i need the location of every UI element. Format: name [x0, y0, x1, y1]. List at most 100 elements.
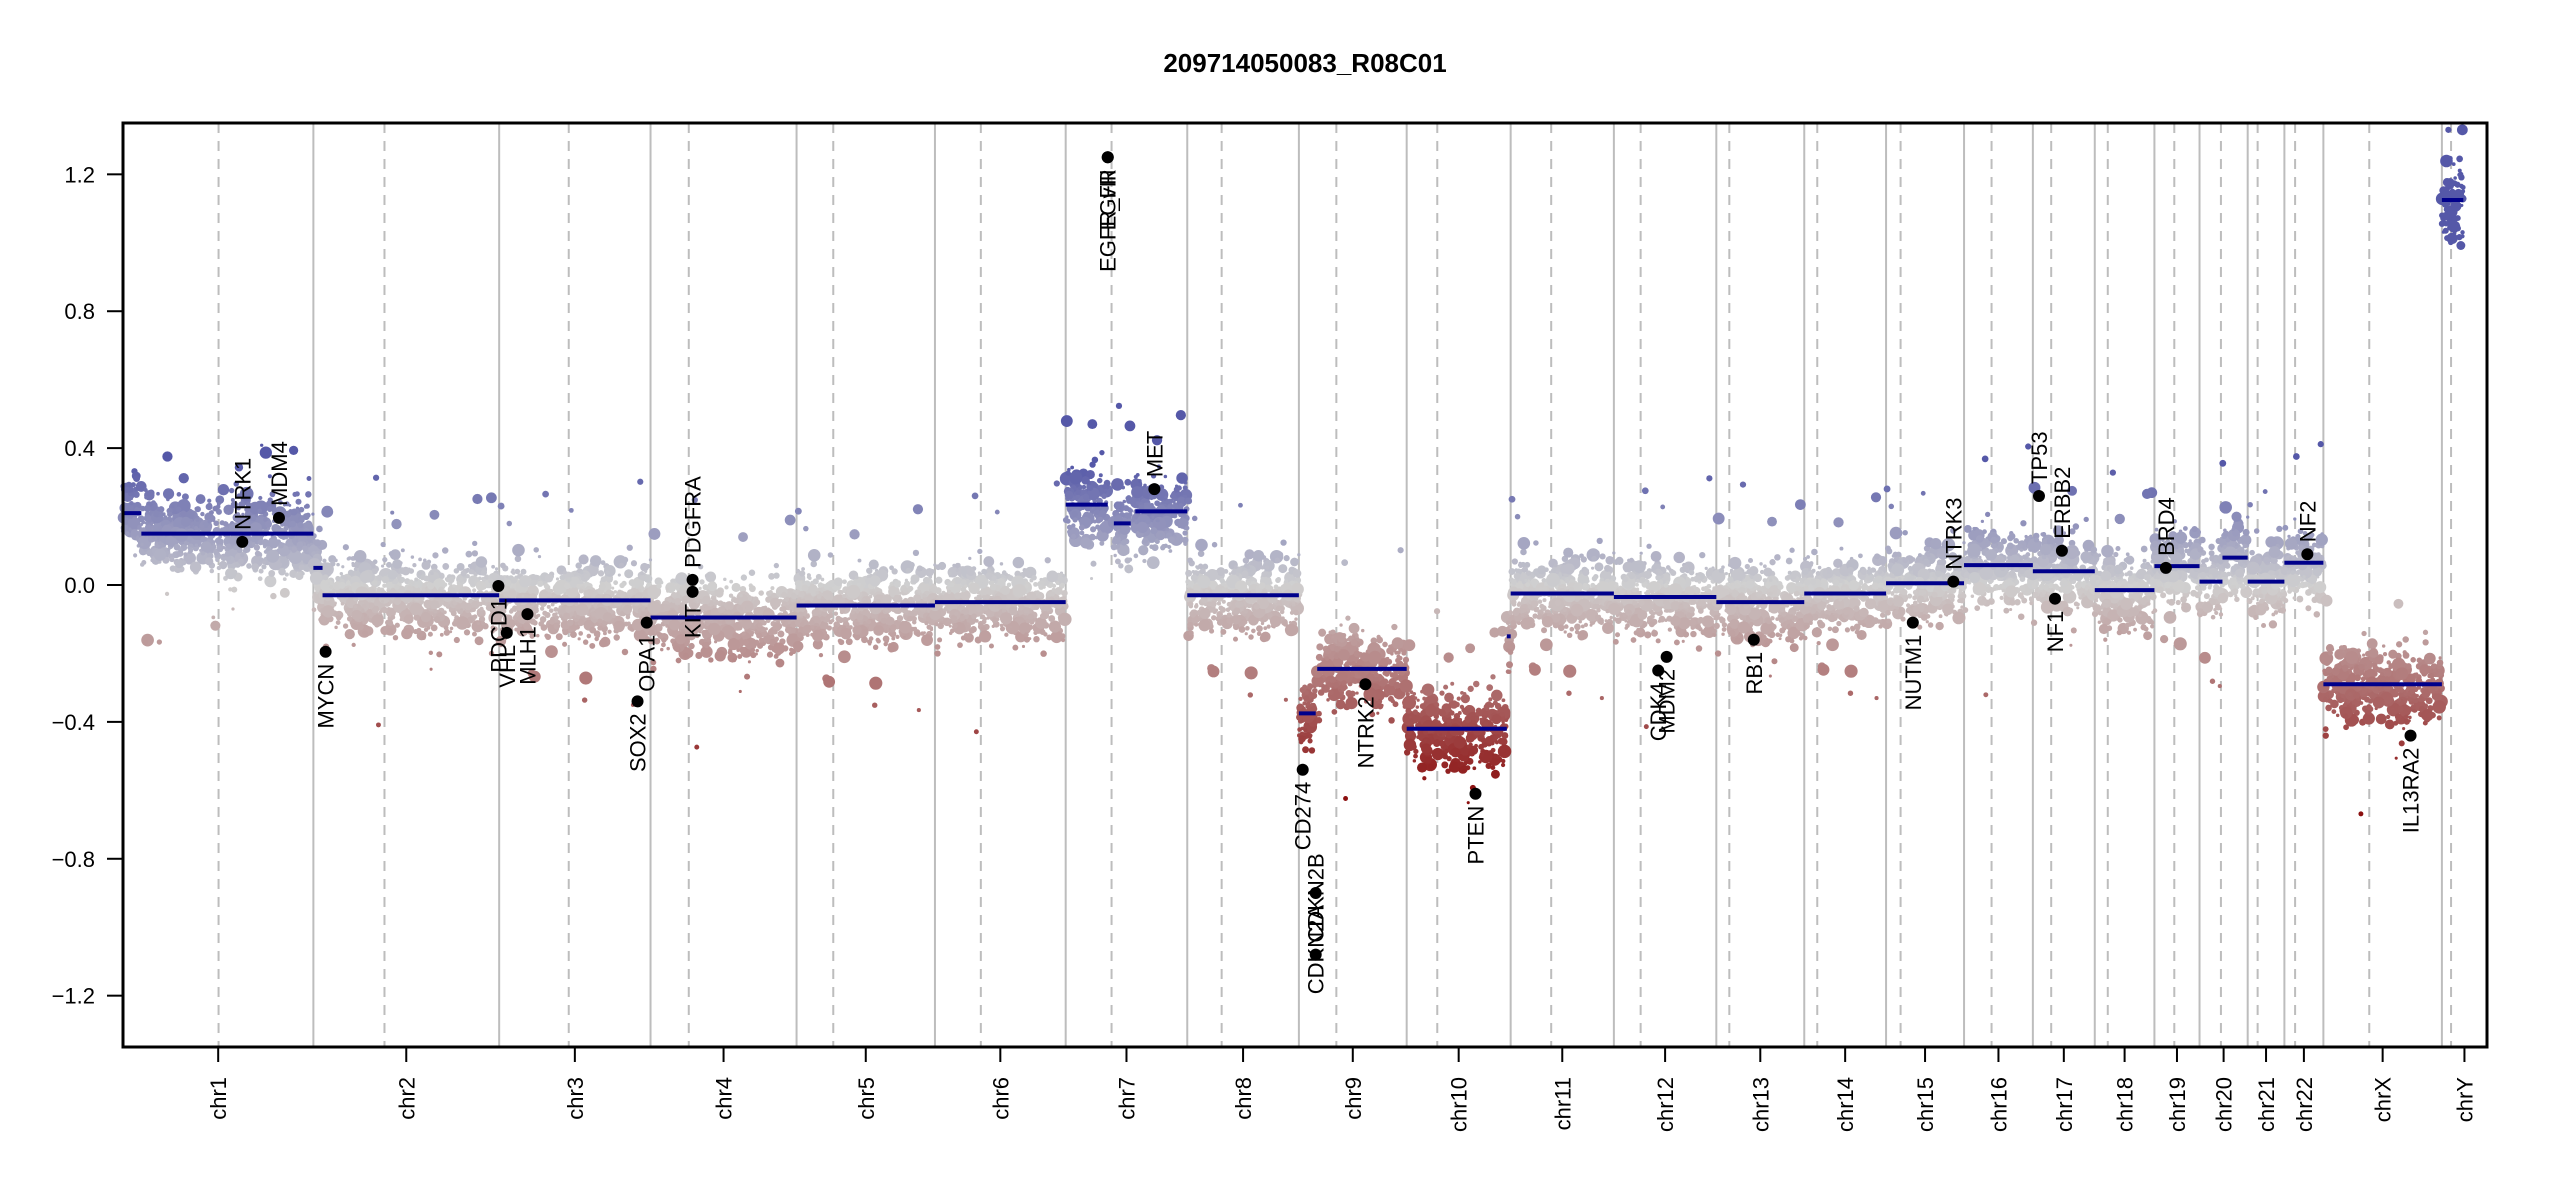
- probe-point: [353, 572, 357, 576]
- probe-point: [666, 646, 670, 651]
- probe-point: [537, 554, 542, 559]
- probe-point: [1326, 649, 1332, 654]
- probe-point: [839, 610, 844, 615]
- probe-point: [829, 612, 833, 616]
- probe-point: [540, 624, 548, 631]
- probe-point: [857, 582, 861, 587]
- probe-point: [329, 585, 334, 589]
- probe-point: [240, 552, 245, 558]
- probe-point: [400, 548, 405, 553]
- probe-point: [1013, 604, 1017, 608]
- probe-point: [698, 586, 702, 590]
- probe-point: [381, 599, 385, 603]
- probe-point: [859, 607, 864, 612]
- probe-point: [600, 576, 607, 583]
- probe-point: [230, 498, 235, 503]
- probe-point: [1292, 569, 1302, 578]
- probe-point: [777, 630, 785, 638]
- probe-point: [1113, 553, 1117, 558]
- probe-point: [781, 606, 787, 612]
- probe-point: [910, 626, 916, 632]
- probe-point: [1150, 527, 1158, 535]
- probe-point: [1054, 597, 1059, 601]
- probe-point: [671, 599, 676, 604]
- probe-point: [629, 589, 634, 595]
- probe-point: [894, 581, 901, 588]
- probe-point: [1330, 629, 1336, 635]
- probe-point: [455, 616, 469, 630]
- probe-point: [194, 526, 199, 531]
- probe-point: [380, 564, 385, 568]
- probe-point: [542, 610, 548, 616]
- probe-point: [471, 607, 476, 613]
- probe-point: [497, 502, 505, 510]
- probe-point: [1220, 628, 1227, 635]
- probe-point: [313, 539, 322, 547]
- probe-point: [915, 632, 921, 638]
- probe-point: [784, 626, 792, 634]
- probe-point: [583, 573, 590, 580]
- probe-point: [515, 622, 519, 626]
- probe-point: [1027, 613, 1034, 620]
- probe-point: [239, 486, 254, 501]
- chart-title: 209714050083_R08C01: [1163, 48, 1446, 78]
- probe-point: [703, 642, 710, 648]
- probe-point: [549, 619, 555, 625]
- probe-point: [1275, 605, 1282, 612]
- probe-point: [327, 582, 331, 586]
- probe-point: [891, 607, 895, 611]
- probe-point: [1187, 557, 1193, 564]
- probe-point: [738, 606, 743, 611]
- probe-point: [301, 545, 308, 552]
- probe-point: [1247, 692, 1254, 698]
- probe-point: [739, 646, 747, 654]
- probe-point: [999, 612, 1013, 625]
- probe-point: [414, 584, 419, 589]
- probe-point: [905, 567, 912, 574]
- probe-point: [1397, 547, 1404, 554]
- probe-point: [589, 555, 602, 567]
- probe-point: [564, 582, 571, 590]
- probe-point: [1244, 666, 1258, 680]
- probe-point: [954, 611, 959, 617]
- probe-point: [445, 577, 451, 583]
- probe-point: [156, 639, 162, 645]
- probe-point: [954, 592, 962, 600]
- probe-point: [882, 623, 888, 629]
- probe-point: [158, 525, 163, 530]
- probe-point: [1274, 557, 1281, 564]
- probe-point: [1135, 472, 1140, 477]
- probe-point: [209, 568, 215, 574]
- probe-point: [1079, 530, 1085, 536]
- probe-point: [799, 570, 806, 577]
- probe-point: [1000, 585, 1011, 596]
- probe-point: [439, 632, 444, 637]
- probe-point: [597, 618, 603, 624]
- probe-point: [494, 567, 499, 571]
- probe-point: [465, 550, 473, 558]
- probe-point: [543, 583, 549, 589]
- probe-point: [621, 648, 629, 656]
- probe-point: [952, 622, 958, 629]
- probe-point: [1296, 704, 1303, 710]
- probe-point: [1160, 545, 1166, 551]
- probe-point: [611, 586, 615, 590]
- probe-point: [200, 511, 205, 517]
- probe-point: [801, 584, 809, 592]
- probe-point: [347, 556, 352, 561]
- probe-point: [619, 582, 625, 589]
- probe-point: [260, 443, 264, 447]
- probe-point: [393, 597, 402, 606]
- probe-point: [233, 545, 238, 551]
- probe-point: [1070, 465, 1075, 470]
- probe-point: [955, 568, 960, 572]
- probe-point: [586, 633, 592, 639]
- probe-point: [266, 549, 280, 563]
- probe-point: [430, 624, 438, 632]
- probe-point: [942, 608, 946, 612]
- probe-point: [441, 547, 449, 554]
- probe-point: [231, 607, 235, 611]
- probe-point: [458, 577, 464, 583]
- probe-point: [280, 558, 286, 564]
- probe-point: [1278, 564, 1288, 574]
